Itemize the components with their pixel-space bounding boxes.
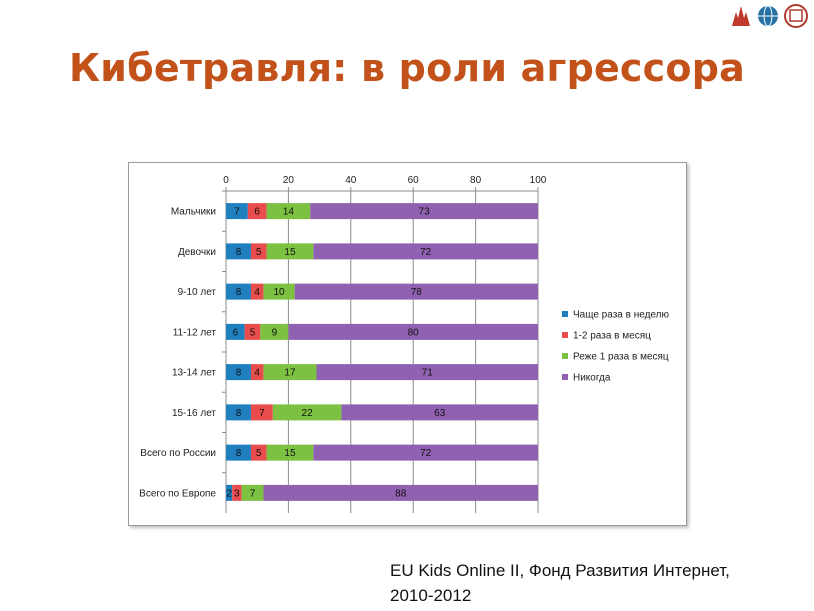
bar-segment: [226, 283, 251, 300]
data-label: 73: [419, 207, 431, 218]
bar-segment: [247, 203, 267, 220]
data-label: 7: [250, 488, 256, 499]
bar-segment: [226, 444, 251, 461]
category-label: Всего по России: [140, 448, 216, 459]
category-label: Девочки: [178, 247, 216, 258]
data-label: 8: [236, 247, 242, 258]
bar-segment: [226, 203, 248, 220]
logos: [730, 2, 810, 28]
bar-segment: [250, 444, 267, 461]
bar-segment: [263, 283, 295, 300]
x-tick-label: 40: [345, 175, 357, 186]
category-label: 11-12 лет: [173, 327, 217, 338]
bar-segment: [341, 404, 538, 421]
category-label: 15-16 лет: [172, 408, 216, 419]
data-label: 5: [250, 327, 256, 338]
category-label: Мальчики: [171, 207, 216, 218]
category-label: 9-10 лет: [178, 287, 217, 298]
bar-segment: [250, 283, 264, 300]
x-tick-label: 20: [283, 175, 295, 186]
bar-segment: [232, 484, 242, 501]
bar-segment: [250, 364, 264, 381]
bar-segment: [226, 323, 245, 340]
bar-segment: [294, 283, 538, 300]
bar-segment: [226, 243, 251, 260]
legend-label: Реже 1 раза в месяц: [573, 352, 669, 363]
data-label: 14: [283, 207, 295, 218]
bar-segment: [266, 444, 314, 461]
category-label: 13-14 лет: [172, 368, 216, 379]
legend-label: Чаще раза в неделю: [573, 310, 669, 321]
legend-swatch: [562, 311, 568, 317]
bar-segment: [226, 364, 251, 381]
data-label: 7: [259, 408, 265, 419]
data-label: 15: [284, 448, 296, 459]
data-label: 15: [284, 247, 296, 258]
bar-segment: [250, 243, 267, 260]
data-label: 3: [234, 488, 240, 499]
bar-segment: [266, 243, 314, 260]
bar-segment: [226, 484, 233, 501]
data-label: 88: [395, 488, 407, 499]
legend-label: 1-2 раза в месяц: [573, 331, 651, 342]
data-label: 6: [233, 327, 239, 338]
source-line-1: EU Kids Online II, Фонд Развития Интерне…: [390, 561, 730, 580]
x-tick-label: 100: [530, 175, 547, 186]
data-label: 71: [422, 368, 434, 379]
slide-title: Кибетравля: в роли агрессора: [69, 46, 745, 90]
data-label: 2: [226, 488, 232, 499]
data-label: 80: [408, 327, 420, 338]
source-line-2: 2010-2012: [390, 586, 472, 605]
bar-segment: [310, 203, 538, 220]
data-label: 17: [284, 368, 296, 379]
chart-container: 0 20 40 60 80 100 Мальчики 7 6 14 73 Девочки 8 5 15 72 9…: [128, 162, 687, 526]
data-label: 4: [254, 368, 260, 379]
bar-segment: [313, 444, 538, 461]
bar-segment: [241, 484, 264, 501]
legend-swatch: [562, 374, 568, 380]
bar-segment: [316, 364, 538, 381]
bar-segment: [313, 243, 538, 260]
x-tick-label: 80: [470, 175, 482, 186]
bar-segment: [263, 364, 317, 381]
data-label: 7: [234, 207, 240, 218]
data-label: 22: [302, 408, 314, 419]
bar-segment: [263, 484, 538, 501]
x-tick-label: 60: [408, 175, 420, 186]
data-label: 72: [420, 448, 432, 459]
data-label: 8: [236, 287, 242, 298]
globe-logo: [758, 5, 778, 27]
bar-segment: [260, 323, 289, 340]
data-label: 8: [236, 408, 242, 419]
data-label: 6: [254, 207, 260, 218]
legend-swatch: [562, 353, 568, 359]
data-label: 72: [420, 247, 432, 258]
data-label: 5: [256, 448, 262, 459]
data-label: 9: [272, 327, 278, 338]
bar-segment: [266, 203, 311, 220]
university-crest-logo: [732, 6, 750, 26]
data-label: 63: [434, 408, 446, 419]
source-caption: EU Kids Online II, Фонд Развития Интерне…: [390, 558, 810, 608]
legend-swatch: [562, 332, 568, 338]
data-label: 8: [236, 448, 242, 459]
x-tick-label: 0: [223, 175, 229, 186]
data-label: 5: [256, 247, 262, 258]
data-label: 10: [273, 287, 285, 298]
legend-label: Никогда: [573, 373, 611, 384]
bar-segment: [272, 404, 342, 421]
data-label: 78: [411, 287, 423, 298]
bar-segment: [244, 323, 261, 340]
bar-segment: [250, 404, 273, 421]
foundation-seal-logo: [784, 4, 808, 28]
category-label: Всего по Европе: [139, 488, 216, 499]
data-label: 8: [236, 368, 242, 379]
data-label: 4: [254, 287, 260, 298]
bar-segment: [226, 404, 251, 421]
bar-segment: [288, 323, 538, 340]
